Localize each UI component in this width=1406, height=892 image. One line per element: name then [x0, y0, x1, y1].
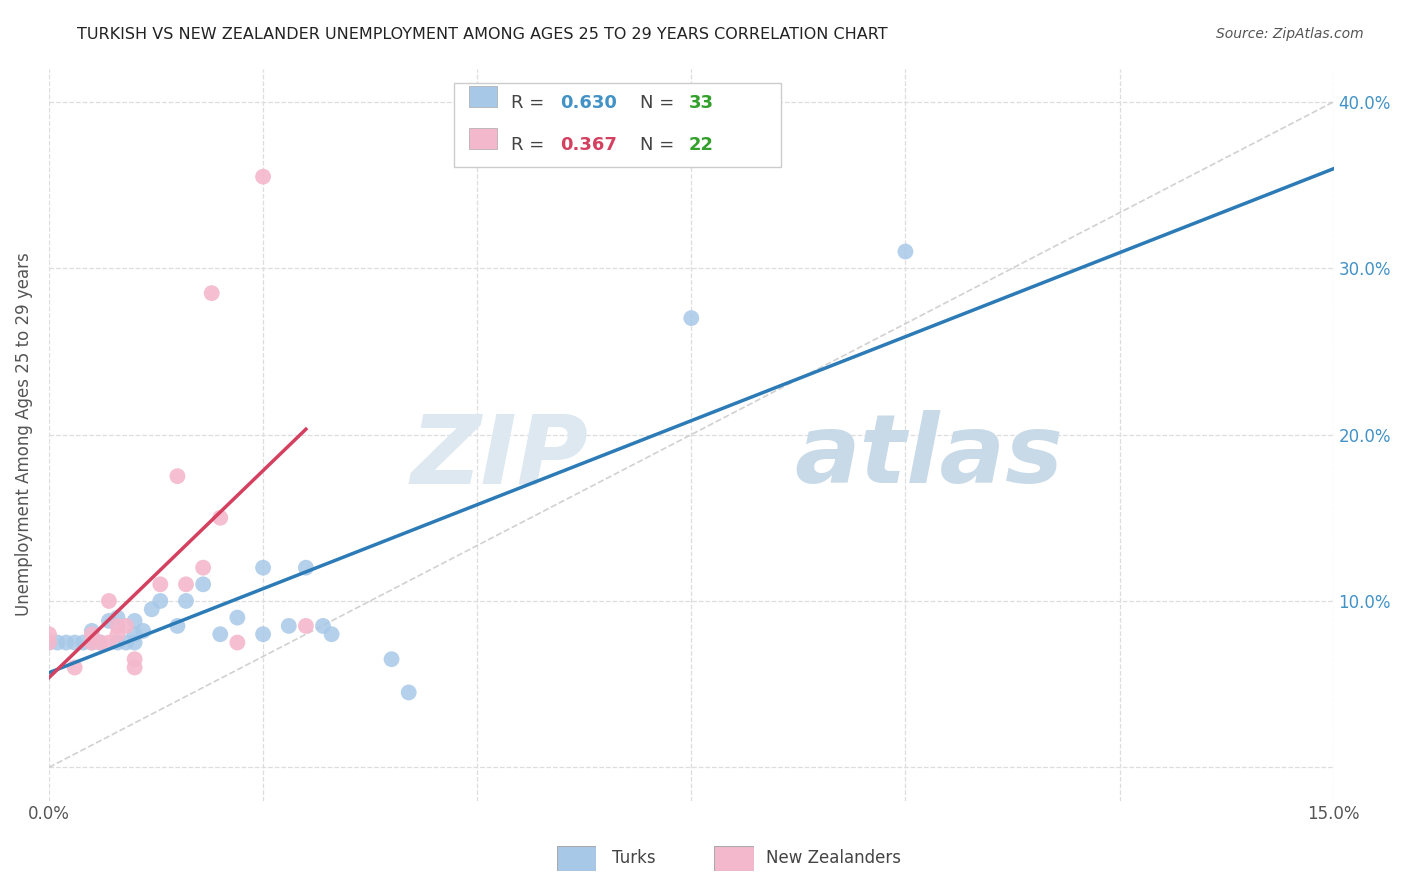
Point: [107, 619, 129, 633]
Point: [174, 594, 197, 608]
Text: 33: 33: [689, 95, 714, 112]
Point: [295, 619, 318, 633]
Point: [80, 627, 103, 641]
Point: [89, 635, 111, 649]
Text: R =: R =: [512, 136, 551, 154]
Point: [132, 624, 155, 638]
Text: 22: 22: [689, 136, 714, 154]
Point: [252, 627, 274, 641]
Point: [191, 577, 214, 591]
Point: [380, 652, 402, 666]
Point: [115, 635, 138, 649]
Point: [321, 627, 343, 641]
Point: [201, 286, 224, 301]
Point: [38, 635, 60, 649]
Point: [107, 610, 129, 624]
Text: 0.367: 0.367: [560, 136, 617, 154]
Text: N =: N =: [640, 136, 681, 154]
Point: [209, 510, 232, 524]
Point: [226, 635, 249, 649]
Point: [312, 619, 335, 633]
Point: [166, 619, 188, 633]
Point: [681, 311, 703, 326]
Point: [80, 624, 103, 638]
Point: [80, 635, 103, 649]
Text: atlas: atlas: [794, 410, 1063, 503]
Point: [38, 627, 60, 641]
Y-axis label: Unemployment Among Ages 25 to 29 years: Unemployment Among Ages 25 to 29 years: [15, 252, 32, 616]
Point: [63, 635, 86, 649]
Point: [124, 660, 146, 674]
Point: [97, 635, 120, 649]
Text: TURKISH VS NEW ZEALANDER UNEMPLOYMENT AMONG AGES 25 TO 29 YEARS CORRELATION CHAR: TURKISH VS NEW ZEALANDER UNEMPLOYMENT AM…: [77, 27, 889, 42]
Point: [55, 635, 77, 649]
Point: [252, 560, 274, 574]
Point: [149, 594, 172, 608]
Text: 0.630: 0.630: [560, 95, 617, 112]
Point: [277, 619, 299, 633]
Point: [124, 652, 146, 666]
FancyBboxPatch shape: [470, 128, 498, 149]
FancyBboxPatch shape: [454, 83, 782, 168]
Point: [174, 577, 197, 591]
Point: [124, 627, 146, 641]
Point: [894, 244, 917, 259]
Text: New Zealanders: New Zealanders: [766, 849, 901, 867]
Point: [97, 594, 120, 608]
Text: Source: ZipAtlas.com: Source: ZipAtlas.com: [1216, 27, 1364, 41]
Point: [124, 635, 146, 649]
Point: [80, 635, 103, 649]
Point: [252, 169, 274, 184]
Point: [63, 660, 86, 674]
Text: N =: N =: [640, 95, 681, 112]
Point: [107, 635, 129, 649]
Point: [46, 635, 69, 649]
Point: [226, 610, 249, 624]
Point: [191, 560, 214, 574]
Text: Turks: Turks: [612, 849, 655, 867]
Point: [149, 577, 172, 591]
Point: [89, 635, 111, 649]
Point: [97, 614, 120, 628]
Point: [124, 614, 146, 628]
Point: [209, 627, 232, 641]
Text: R =: R =: [512, 95, 551, 112]
Point: [398, 685, 420, 699]
Point: [115, 619, 138, 633]
Point: [107, 627, 129, 641]
FancyBboxPatch shape: [470, 86, 498, 107]
Point: [38, 635, 60, 649]
Text: ZIP: ZIP: [411, 410, 589, 503]
Point: [72, 635, 94, 649]
Point: [295, 560, 318, 574]
Point: [141, 602, 163, 616]
Point: [166, 469, 188, 483]
